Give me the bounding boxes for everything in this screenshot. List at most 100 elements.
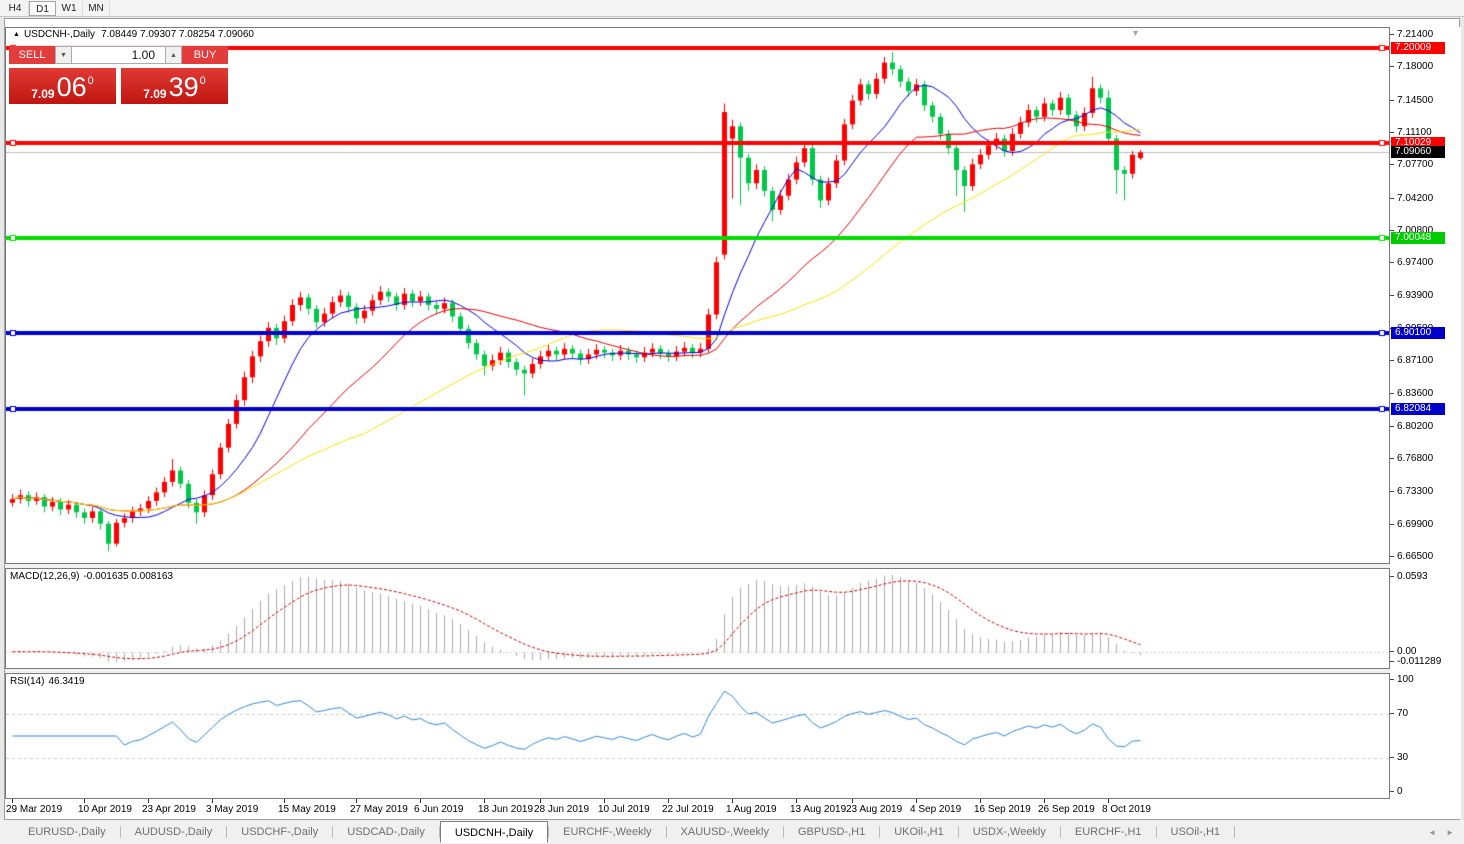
- chart-tab-usdchf[interactable]: USDCHF-,Daily: [241, 826, 319, 838]
- sell-price-sup: 0: [87, 75, 94, 87]
- rsi-name: RSI(14): [10, 676, 45, 687]
- chart-tab-usdcad[interactable]: USDCAD-,Daily: [347, 826, 425, 838]
- indicator-axis-label: 70: [1390, 708, 1408, 719]
- tab-separator: [1059, 826, 1061, 838]
- date-label: 23 Apr 2019: [142, 804, 196, 815]
- tab-separator: [665, 826, 667, 838]
- chart-tab-eurusd[interactable]: EURUSD-,Daily: [28, 826, 106, 838]
- price-axis-tick: 7.18000: [1390, 62, 1433, 72]
- chart-tab-bar: EURUSD-,Daily AUDUSD-,Daily USDCHF-,Daily U…: [0, 820, 1464, 844]
- price-axis-tick: 6.66500: [1390, 552, 1433, 562]
- rsi-canvas[interactable]: [5, 673, 1390, 799]
- panel-splitter[interactable]: [5, 564, 1390, 568]
- macd-canvas[interactable]: [5, 568, 1390, 669]
- sell-price-prefix: 7.09: [31, 87, 55, 101]
- chart-tab-ukoil[interactable]: UKOil-,H1: [894, 826, 944, 838]
- chart-tab-gbpusd[interactable]: GBPUSD-,H1: [797, 826, 866, 838]
- date-tick: [284, 799, 285, 803]
- tab-separator: [226, 826, 228, 838]
- panel-splitter[interactable]: [5, 669, 1390, 673]
- chart-tab-eurchf[interactable]: EURCHF-,Weekly: [563, 826, 652, 838]
- date-tick: [420, 799, 421, 803]
- date-label: 8 Oct 2019: [1102, 804, 1151, 815]
- chart-shift-marker-icon[interactable]: ▼: [1131, 28, 1140, 38]
- date-label: 26 Sep 2019: [1038, 804, 1095, 815]
- price-axis-tick: 7.21400: [1390, 30, 1433, 40]
- price-axis-badge: 7.09060: [1391, 146, 1445, 159]
- collapse-triangle-icon[interactable]: ▲: [13, 31, 20, 38]
- chart-tab-usdcnh[interactable]: USDCNH-,Daily: [439, 821, 549, 843]
- date-tick: [732, 799, 733, 803]
- tab-separator: [1155, 826, 1157, 838]
- buy-price-display[interactable]: 7.09 39 0: [121, 68, 228, 104]
- indicator-axis-label: -0.011289: [1390, 657, 1441, 667]
- chart-tab-xauusd[interactable]: XAUUSD-,Weekly: [680, 826, 769, 838]
- price-axis-badge: 7.10029: [1391, 137, 1445, 150]
- date-label: 22 Jul 2019: [662, 804, 714, 815]
- buy-button[interactable]: BUY: [182, 46, 228, 64]
- chart-title: ▲ USDCNH-,Daily 7.08449 7.09307 7.08254 7.…: [13, 29, 254, 40]
- period-button-mn[interactable]: MN: [83, 0, 110, 16]
- rsi-panel: RSI(14) 46.3419: [5, 673, 1390, 799]
- macd-values: -0.001635 0.008163: [83, 571, 173, 582]
- date-tick: [604, 799, 605, 803]
- volume-input[interactable]: [72, 46, 165, 64]
- period-button-h4[interactable]: H4: [2, 0, 29, 16]
- date-label: 10 Jul 2019: [598, 804, 650, 815]
- price-axis-tick: 6.87100: [1390, 356, 1433, 366]
- tab-separator: [438, 826, 440, 838]
- price-axis-tick: 6.73300: [1390, 487, 1433, 497]
- date-tick: [356, 799, 357, 803]
- price-axis-tick: 6.76800: [1390, 454, 1433, 464]
- price-axis[interactable]: 7.21400 7.18000 7.14500 7.11100 7.07700 7.042…: [1390, 27, 1461, 819]
- date-label: 4 Sep 2019: [910, 804, 962, 815]
- chart-ohlc-values: 7.08449 7.09307 7.08254 7.09060: [101, 29, 254, 40]
- chart-tab-eurchf[interactable]: EURCHF-,H1: [1074, 826, 1142, 838]
- date-tick: [796, 799, 797, 803]
- date-tick: [148, 799, 149, 803]
- tab-scroll-right-icon[interactable]: ►: [1446, 827, 1454, 837]
- price-axis-tick: 6.93900: [1390, 291, 1433, 301]
- macd-panel: MACD(12,26,9) -0.001635 0.008163: [5, 568, 1390, 669]
- tab-separator: [879, 826, 881, 838]
- tab-separator: [1234, 826, 1236, 838]
- date-tick: [1044, 799, 1045, 803]
- tab-separator: [548, 826, 550, 838]
- chart-tab-audusd[interactable]: AUDUSD-,Daily: [134, 826, 213, 838]
- date-axis[interactable]: 29 Mar 2019 10 Apr 2019 23 Apr 2019 3 May 2…: [5, 799, 1390, 819]
- chart-symbol-label: USDCNH-,Daily: [23, 29, 96, 40]
- tab-separator: [119, 826, 121, 838]
- macd-name: MACD(12,26,9): [10, 571, 80, 582]
- price-axis-badge: 6.82084: [1391, 402, 1445, 415]
- date-tick: [1108, 799, 1109, 803]
- chart-tab-usoil[interactable]: USOil-,H1: [1170, 826, 1221, 838]
- date-label: 28 Jun 2019: [534, 804, 590, 815]
- chart-tab-usdx[interactable]: USDX-,Weekly: [972, 826, 1046, 838]
- date-tick: [980, 799, 981, 803]
- date-label: 1 Aug 2019: [726, 804, 777, 815]
- date-label: 3 May 2019: [206, 804, 259, 815]
- tab-scroll-left-icon[interactable]: ◄: [1428, 827, 1437, 837]
- sell-button[interactable]: SELL: [9, 46, 55, 64]
- rsi-label: RSI(14) 46.3419: [10, 676, 89, 687]
- buy-price-sup: 0: [199, 75, 206, 87]
- price-axis-tick: 7.07700: [1390, 160, 1433, 170]
- volume-increase-icon[interactable]: ▲: [165, 46, 182, 64]
- period-button-w1[interactable]: W1: [56, 0, 83, 16]
- chart-window: ▲ USDCNH-,Daily 7.08449 7.09307 7.08254 7.…: [4, 18, 1461, 820]
- price-axis-tick: 6.97400: [1390, 258, 1433, 268]
- date-label: 10 Apr 2019: [78, 804, 132, 815]
- macd-label: MACD(12,26,9) -0.001635 0.008163: [10, 571, 177, 582]
- volume-decrease-icon[interactable]: ▼: [55, 46, 72, 64]
- period-button-d1[interactable]: D1: [29, 0, 56, 16]
- date-label: 6 Jun 2019: [414, 804, 464, 815]
- tab-scroll-arrows: ◄ ►: [1428, 828, 1454, 837]
- sell-price-display[interactable]: 7.09 06 0: [9, 68, 116, 104]
- date-label: 23 Aug 2019: [846, 804, 903, 815]
- rsi-value: 46.3419: [48, 676, 85, 687]
- price-axis-tick: 6.83600: [1390, 389, 1433, 399]
- price-axis-tick: 6.80200: [1390, 421, 1433, 432]
- main-chart-canvas[interactable]: [5, 27, 1390, 564]
